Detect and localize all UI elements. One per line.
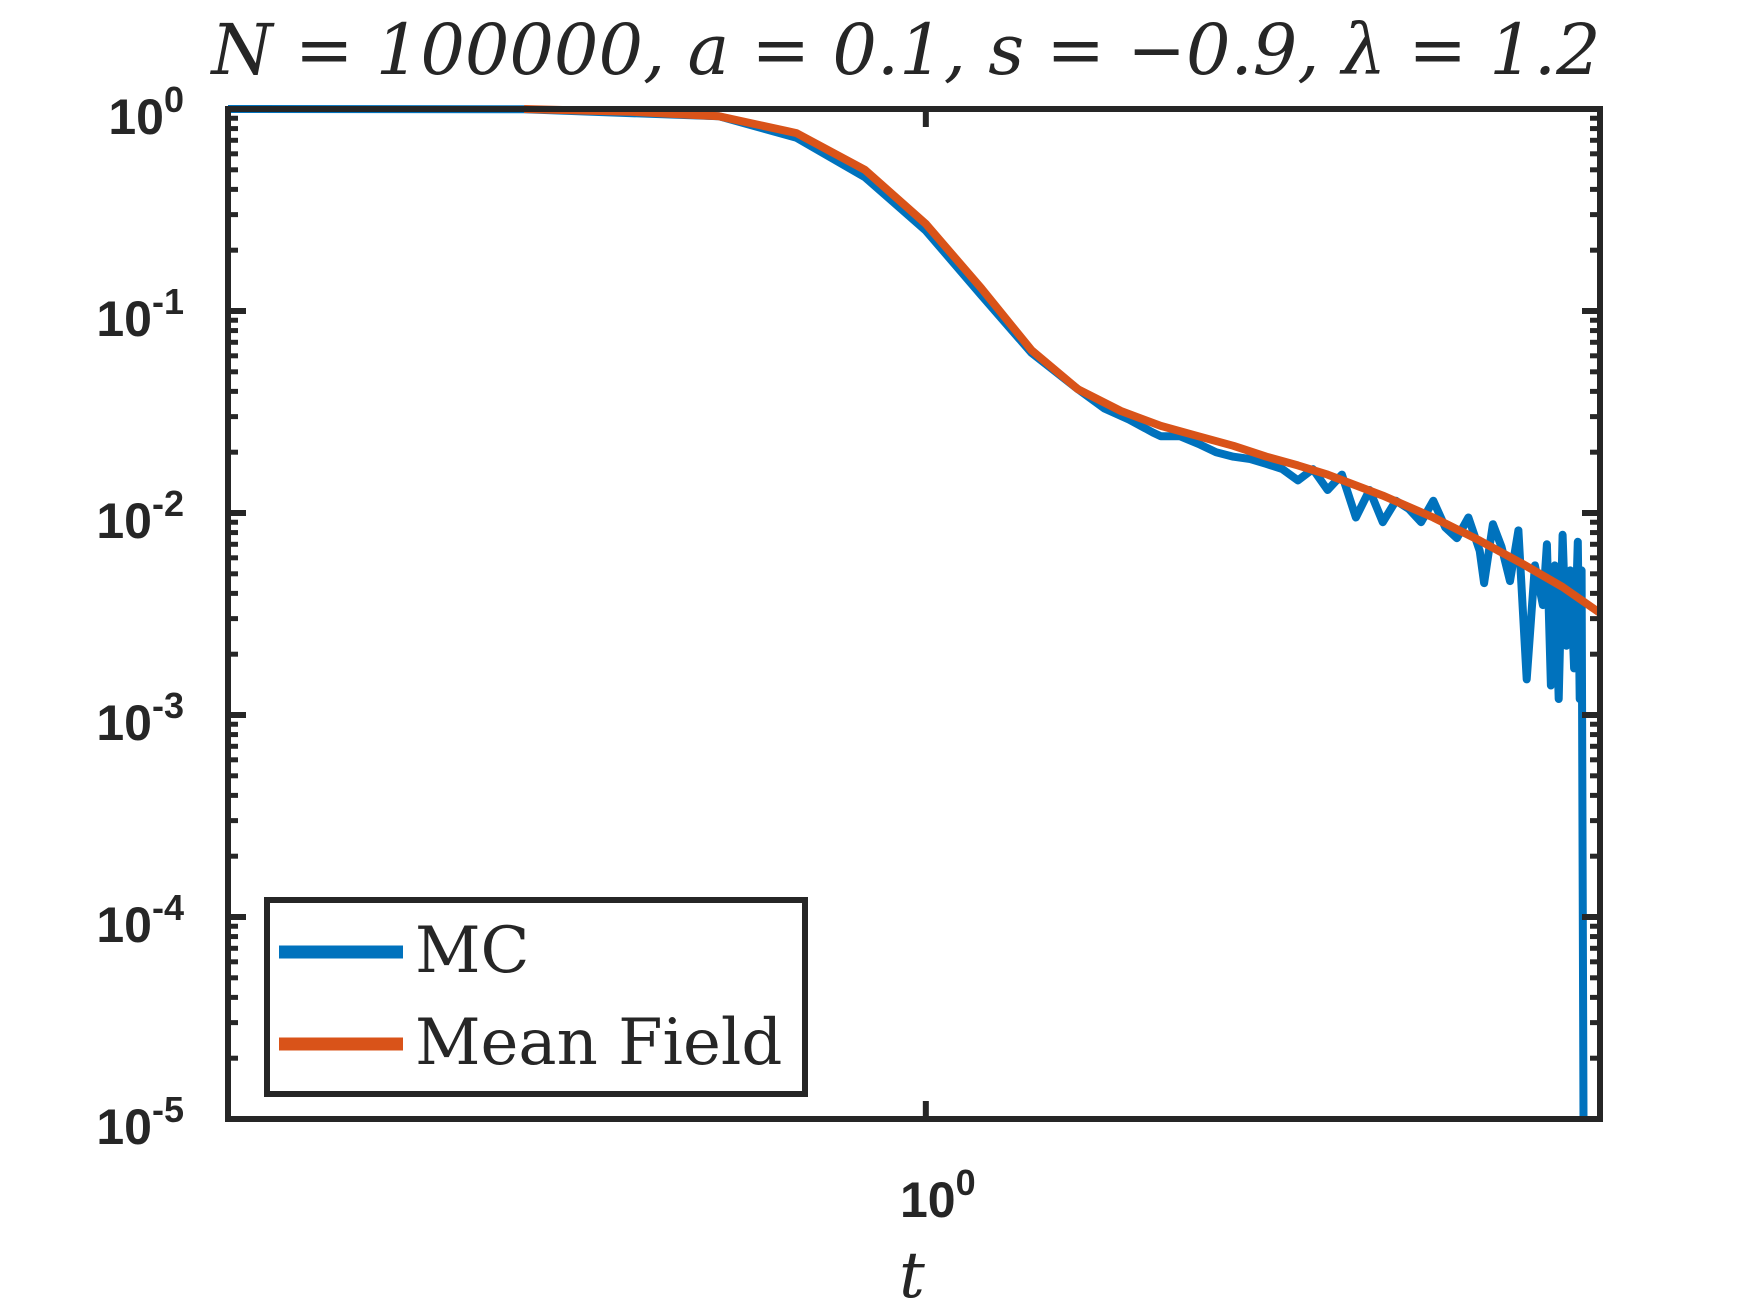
y-tick-label: 10-3 <box>96 685 184 751</box>
y-tick-label: 10-4 <box>96 887 184 953</box>
legend-box <box>264 897 808 1097</box>
chart-title: N = 100000, a = 0.1, s = −0.9, λ = 1.2 <box>209 9 1600 91</box>
x-tick-labels: 100 <box>900 1162 976 1228</box>
series-line-mean-field <box>523 105 1603 617</box>
x-tick-label: 100 <box>900 1162 976 1228</box>
y-tick-label: 10-1 <box>96 281 184 347</box>
plot-frame <box>225 106 1603 1122</box>
legend-mc-label: MC <box>415 914 530 988</box>
y-tick-label: 10-2 <box>96 483 184 549</box>
series-layer <box>227 105 1603 1120</box>
legend-mean-field-label: Mean Field <box>415 1006 782 1080</box>
y-tick-labels: 100 10-1 10-2 10-3 10-4 10-5 <box>96 79 184 1155</box>
y-tick-label: 10-5 <box>96 1089 184 1155</box>
major-ticks <box>228 106 1600 1122</box>
x-axis-label: t <box>899 1239 925 1313</box>
legend: MC Mean Field <box>264 897 808 1097</box>
y-tick-label: 100 <box>108 79 184 145</box>
